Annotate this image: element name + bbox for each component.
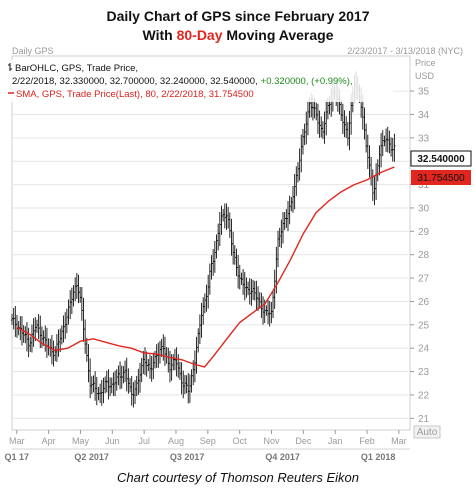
y-tick-label: 34 bbox=[418, 110, 430, 121]
x-tick-label: May bbox=[72, 436, 90, 446]
x-tick-label: Feb bbox=[359, 436, 375, 446]
x-tick-label: Mar bbox=[9, 436, 25, 446]
x-tick-label: Oct bbox=[233, 436, 248, 446]
price-chart: 212223242526272829303132333435MarAprMayJ… bbox=[5, 46, 472, 462]
subtitle-prefix: With bbox=[142, 27, 177, 43]
y-tick-label: 27 bbox=[418, 274, 430, 285]
x-tick-label: Jan bbox=[328, 436, 343, 446]
grid-lines bbox=[11, 55, 411, 431]
sma-value-box bbox=[411, 170, 471, 185]
currency-label-price: Price bbox=[415, 58, 436, 68]
plot-frame bbox=[11, 55, 411, 431]
quarter-label: Q1 2018 bbox=[361, 452, 396, 462]
sma-value-label: 31.754500 bbox=[417, 173, 465, 184]
x-tick-label: Nov bbox=[263, 436, 280, 446]
chart-subtitle: With 80-Day Moving Average bbox=[0, 27, 476, 43]
subtitle-highlight: 80-Day bbox=[176, 27, 223, 43]
quarter-label: Q2 2017 bbox=[74, 452, 109, 462]
series-layer bbox=[10, 71, 396, 408]
y-tick-label: 23 bbox=[418, 367, 430, 378]
legend-sma: SMA, GPS, Trade Price(Last), 80, 2/22/20… bbox=[16, 89, 254, 100]
legend-bar-prefix: BarOHLC, GPS, Trade Price, bbox=[15, 63, 138, 74]
x-tick-label: Jun bbox=[105, 436, 120, 446]
subtitle-suffix: Moving Average bbox=[222, 27, 334, 43]
legend-bar-values: 2/22/2018, 32.330000, 32.700000, 32.2400… bbox=[12, 76, 353, 87]
quarter-label: Q3 2017 bbox=[170, 452, 205, 462]
legend-bar-values-text: 2/22/2018, 32.330000, 32.700000, 32.2400… bbox=[12, 76, 258, 87]
currency-label-usd: USD bbox=[415, 71, 435, 81]
y-tick-label: 26 bbox=[418, 297, 430, 308]
y-tick-label: 30 bbox=[418, 203, 430, 214]
axes: 212223242526272829303132333435MarAprMayJ… bbox=[5, 87, 430, 462]
symbol-label: Daily GPS bbox=[12, 46, 54, 56]
y-tick-label: 31 bbox=[418, 180, 430, 191]
y-tick-label: 33 bbox=[418, 133, 430, 144]
x-tick-label: Jul bbox=[138, 436, 150, 446]
quarter-label: Q1 17 bbox=[5, 452, 30, 462]
chart-credit: Chart courtesy of Thomson Reuters Eikon bbox=[116, 470, 360, 485]
x-tick-label: Sep bbox=[200, 436, 216, 446]
chart-title: Daily Chart of GPS since February 2017 bbox=[106, 8, 370, 24]
y-tick-label: 22 bbox=[418, 390, 430, 401]
x-tick-label: Dec bbox=[295, 436, 312, 446]
auto-scale-label: Auto bbox=[417, 427, 438, 438]
auto-scale-button[interactable] bbox=[413, 425, 441, 439]
legend: BarOHLC, GPS, Trade Price, 2/22/2018, 32… bbox=[8, 60, 393, 102]
x-tick-label: Mar bbox=[391, 436, 407, 446]
y-tick-label: 21 bbox=[418, 414, 430, 425]
ohlc-icon bbox=[8, 63, 12, 71]
sma-line bbox=[16, 166, 395, 368]
x-tick-label: Aug bbox=[168, 436, 184, 446]
last-price-label: 32.540000 bbox=[417, 154, 465, 165]
y-tick-label: 29 bbox=[418, 227, 430, 238]
quarter-label: Q4 2017 bbox=[265, 452, 300, 462]
legend-bar-change: +0.320000, (+0.99%), bbox=[261, 76, 353, 87]
legend-background bbox=[8, 60, 393, 102]
y-tick-label: 35 bbox=[418, 87, 430, 98]
y-tick-label: 25 bbox=[418, 320, 430, 331]
y-tick-label: 28 bbox=[418, 250, 430, 261]
date-range-label: 2/23/2017 - 3/13/2018 (NYC) bbox=[347, 46, 463, 56]
x-tick-label: Apr bbox=[42, 436, 56, 446]
last-price-box bbox=[410, 150, 472, 167]
y-tick-label: 24 bbox=[418, 344, 430, 355]
